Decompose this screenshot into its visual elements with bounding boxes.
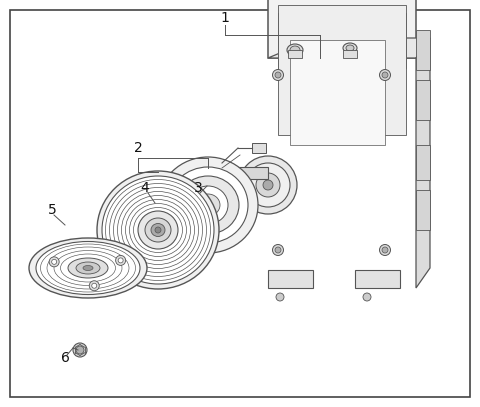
Circle shape <box>363 293 371 301</box>
Ellipse shape <box>158 157 258 253</box>
Ellipse shape <box>155 227 161 233</box>
Bar <box>268 0 416 58</box>
Text: 3: 3 <box>193 181 203 195</box>
Bar <box>416 80 430 120</box>
Ellipse shape <box>263 180 273 190</box>
Ellipse shape <box>145 218 171 242</box>
Ellipse shape <box>83 265 93 271</box>
Ellipse shape <box>151 223 165 236</box>
Circle shape <box>73 343 87 357</box>
Circle shape <box>273 245 284 256</box>
Ellipse shape <box>343 43 357 53</box>
Text: 5: 5 <box>48 203 56 217</box>
Ellipse shape <box>168 167 248 243</box>
Bar <box>278 13 406 68</box>
Text: 6: 6 <box>60 351 70 365</box>
Circle shape <box>382 72 388 78</box>
Circle shape <box>382 247 388 253</box>
Ellipse shape <box>346 45 354 51</box>
Bar <box>416 30 430 70</box>
Text: 4: 4 <box>141 181 149 195</box>
Circle shape <box>380 70 391 81</box>
Bar <box>355 270 400 288</box>
Ellipse shape <box>138 211 178 249</box>
Ellipse shape <box>188 186 228 224</box>
Ellipse shape <box>76 262 100 274</box>
Polygon shape <box>268 38 430 58</box>
Circle shape <box>275 72 281 78</box>
Ellipse shape <box>102 176 214 284</box>
Ellipse shape <box>256 173 280 197</box>
Bar <box>288 35 396 75</box>
Ellipse shape <box>68 258 108 278</box>
Circle shape <box>273 70 284 81</box>
Ellipse shape <box>246 163 290 207</box>
Circle shape <box>380 245 391 256</box>
Bar <box>252 143 266 153</box>
Text: 1: 1 <box>221 11 229 25</box>
Circle shape <box>49 257 59 267</box>
Circle shape <box>275 247 281 253</box>
Ellipse shape <box>177 176 239 234</box>
Ellipse shape <box>224 169 232 177</box>
Ellipse shape <box>196 194 220 216</box>
Circle shape <box>116 256 126 265</box>
Ellipse shape <box>290 46 300 54</box>
Bar <box>278 5 406 135</box>
Ellipse shape <box>29 238 147 298</box>
Bar <box>290 40 385 145</box>
Text: 2: 2 <box>133 141 143 155</box>
Circle shape <box>276 293 284 301</box>
Circle shape <box>92 283 97 288</box>
Bar <box>228 167 268 179</box>
Bar <box>288 50 302 58</box>
Ellipse shape <box>36 241 140 295</box>
Bar <box>268 270 313 288</box>
Bar <box>343 50 357 58</box>
Bar <box>416 145 430 180</box>
Polygon shape <box>416 38 430 288</box>
Circle shape <box>89 281 99 291</box>
Circle shape <box>76 346 84 354</box>
Ellipse shape <box>239 156 297 214</box>
Bar <box>416 190 430 230</box>
Ellipse shape <box>287 44 303 56</box>
Circle shape <box>118 258 123 263</box>
Circle shape <box>52 259 57 264</box>
Ellipse shape <box>97 171 219 289</box>
